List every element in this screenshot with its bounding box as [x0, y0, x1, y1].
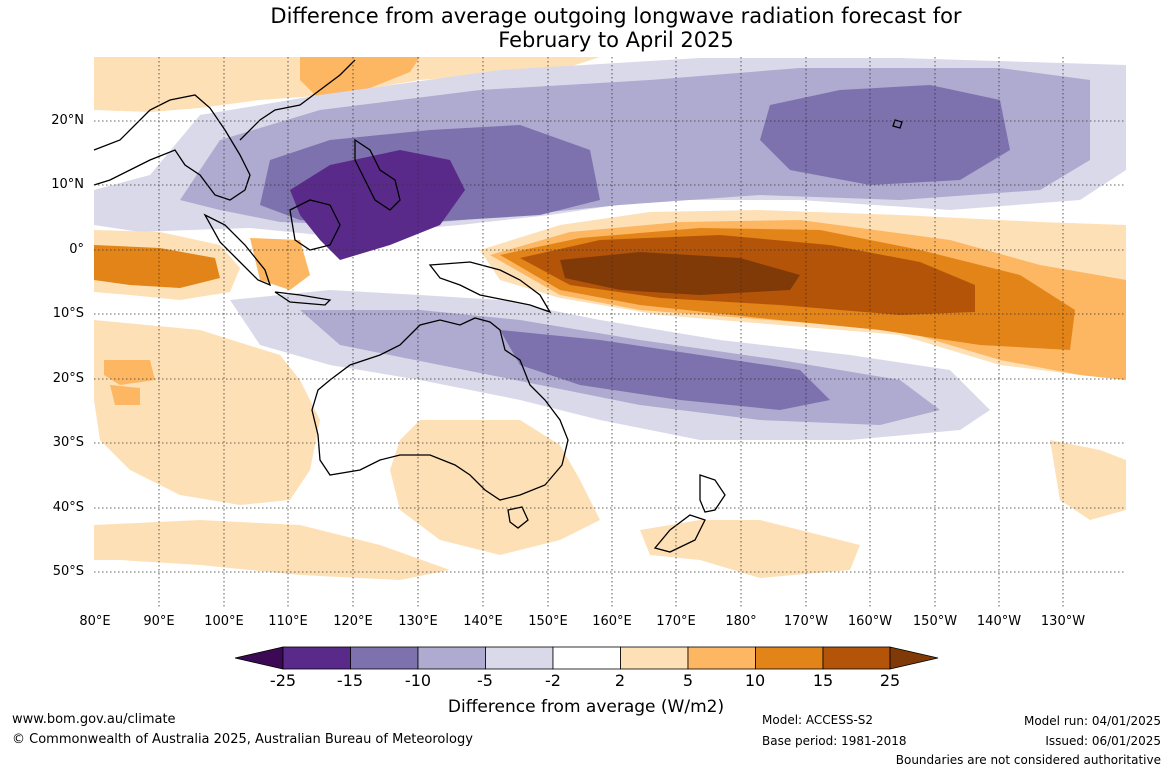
lon-label: 100°E [204, 614, 244, 629]
colorbar-label: -5 [477, 671, 493, 690]
asia-coastline [239, 59, 356, 141]
model-name: Model: ACCESS-S2 [762, 713, 874, 727]
colorbar-swatch [234, 646, 284, 670]
model-run: Model run: 04/01/2025 [1023, 714, 1161, 728]
anomaly-region [640, 520, 860, 578]
lat-label: 30°S [52, 435, 84, 450]
anomaly-region [560, 252, 800, 295]
boundaries-disclaimer: Boundaries are not considered authoritat… [895, 753, 1161, 767]
anomaly-region [1050, 440, 1126, 520]
anomaly-region [94, 520, 450, 580]
colorbar-label: -10 [404, 671, 432, 690]
colorbar-label: 25 [879, 671, 901, 690]
colorbar-title: Difference from average (W/m2) [447, 697, 725, 717]
colorbar-swatch [620, 646, 689, 670]
lat-label: 10°S [52, 306, 84, 321]
lon-label: 150°W [912, 614, 958, 629]
colorbar-label: -25 [269, 671, 297, 690]
colorbar-swatch [485, 646, 554, 670]
anomaly-fields [94, 57, 1126, 580]
colorbar-swatch [552, 646, 621, 670]
anomaly-region [110, 385, 140, 405]
java-coastline [274, 291, 332, 306]
borneo-coastline [289, 199, 341, 251]
new-guinea-coastline [428, 261, 552, 314]
lon-label: 170°W [783, 614, 829, 629]
lat-label: 10°N [51, 177, 84, 192]
lat-label: 20°N [51, 113, 84, 128]
lon-label: 130°W [1040, 614, 1086, 629]
australia-coastline [311, 317, 569, 501]
lat-label: 50°S [52, 564, 84, 579]
tasmania-coastline [507, 506, 529, 529]
lon-label: 80°E [79, 614, 111, 629]
base-period: Base period: 1981-2018 [762, 734, 907, 748]
graticule [94, 57, 1126, 607]
title-line-1: Difference from average outgoing longwav… [270, 4, 962, 28]
lon-label: 160°W [847, 614, 893, 629]
anomaly-region [500, 330, 830, 410]
anomaly-region [250, 238, 310, 290]
chart-title: Difference from average outgoing longwav… [0, 4, 1173, 52]
colorbar-swatch [417, 646, 486, 670]
hawaii-coastline [892, 119, 903, 129]
colorbar-label: 5 [682, 671, 694, 690]
coastlines [93, 59, 903, 553]
bom-url: www.bom.gov.au/climate [12, 712, 176, 727]
title-line-2: February to April 2025 [498, 28, 734, 52]
anomaly-region [94, 245, 220, 288]
anomaly-region [390, 420, 600, 555]
colorbar-label: 10 [744, 671, 766, 690]
lon-label: 170°E [656, 614, 696, 629]
lat-label: 0° [69, 242, 84, 257]
colorbar-label: -15 [336, 671, 364, 690]
issued-date: Issued: 06/01/2025 [1045, 734, 1161, 748]
lon-label: 90°E [143, 614, 175, 629]
asia-coastline [93, 94, 251, 201]
colorbar-swatch [687, 646, 756, 670]
colorbar-swatch [822, 646, 891, 670]
anomaly-region [290, 150, 465, 260]
lon-label: 130°E [398, 614, 438, 629]
new-zealand-coastline [699, 474, 726, 513]
lon-label: 150°E [528, 614, 568, 629]
sumatra-coastline [203, 213, 272, 287]
colorbar-swatch [282, 646, 351, 670]
colorbar-swatch [755, 646, 824, 670]
copyright: © Commonwealth of Australia 2025, Austra… [12, 732, 473, 747]
lon-label: 120°E [333, 614, 373, 629]
colorbar-label: -2 [545, 671, 561, 690]
lat-label: 20°S [52, 371, 84, 386]
colorbar-swatch [350, 646, 419, 670]
lon-label: 160°E [592, 614, 632, 629]
colorbar-label: 2 [614, 671, 626, 690]
lon-label: 180° [725, 614, 757, 629]
new-zealand-coastline [653, 514, 706, 553]
lat-label: 40°S [52, 500, 84, 515]
lon-label: 140°W [976, 614, 1022, 629]
anomaly-region [300, 57, 420, 100]
lon-label: 110°E [268, 614, 308, 629]
colorbar-label: 15 [812, 671, 834, 690]
lon-label: 140°E [463, 614, 503, 629]
anomaly-region [760, 85, 1010, 185]
colorbar-swatch [889, 646, 939, 670]
colorbar [234, 646, 939, 670]
philippines-coastline [354, 138, 401, 211]
